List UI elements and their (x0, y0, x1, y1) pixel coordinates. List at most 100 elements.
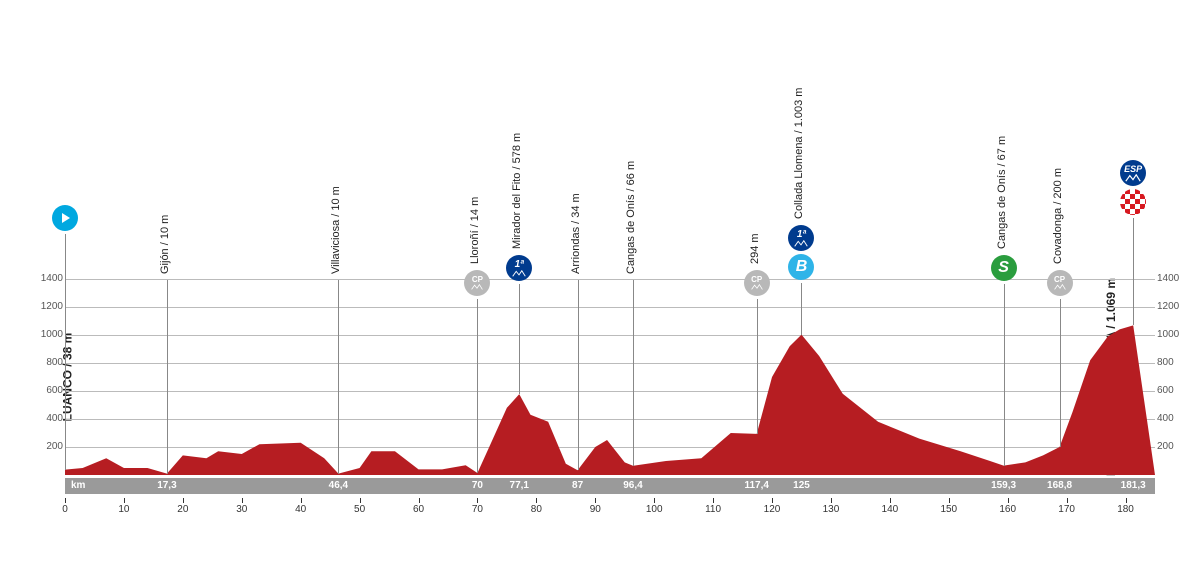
y-tick: 1200 (28, 301, 63, 312)
x-axis: 0102030405060708090100110120130140150160… (65, 498, 1155, 528)
bonus-icon: B (788, 254, 814, 280)
km-bar-mark: 70 (472, 480, 483, 491)
waypoint-line (167, 280, 168, 474)
y-tick: 1400 (28, 273, 63, 284)
waypoint-line (1133, 218, 1134, 325)
x-tick: 120 (764, 504, 781, 515)
x-tick: 160 (999, 504, 1016, 515)
waypoint-sprint: SCangas de Onís / 67 m (991, 255, 1017, 281)
waypoint-line (1060, 299, 1061, 447)
x-tick: 180 (1117, 504, 1134, 515)
cp-icon: CP (1047, 270, 1073, 296)
waypoint-line (757, 299, 758, 434)
waypoint-line (65, 234, 66, 470)
cp-icon: CP (744, 270, 770, 296)
sprint-icon: S (991, 255, 1017, 281)
x-tick-mark (1126, 498, 1127, 503)
x-tick: 80 (531, 504, 542, 515)
waypoint-cp: CPCovadonga / 200 m (1047, 270, 1073, 296)
esp-icon: ESP (1120, 160, 1146, 186)
x-tick-mark (183, 498, 184, 503)
waypoint-line (519, 284, 520, 394)
x-tick: 40 (295, 504, 306, 515)
y-axis-right: 200400600800100012001400 (1155, 265, 1195, 475)
x-tick: 10 (118, 504, 129, 515)
x-tick: 130 (823, 504, 840, 515)
x-tick: 170 (1058, 504, 1075, 515)
y-tick: 800 (1157, 357, 1192, 368)
x-tick-mark (242, 498, 243, 503)
start-icon (52, 205, 78, 231)
x-tick-mark (477, 498, 478, 503)
km-bar-mark: 77,1 (510, 480, 529, 491)
x-tick-mark (124, 498, 125, 503)
waypoint-finish: ESP (1120, 160, 1146, 215)
waypoint-line (1004, 284, 1005, 466)
y-tick: 200 (1157, 441, 1192, 452)
finish-icon (1120, 189, 1146, 215)
km-bar-mark: 159,3 (991, 480, 1016, 491)
x-tick-mark (654, 498, 655, 503)
cp-icon: CP (464, 270, 490, 296)
y-tick: 400 (1157, 413, 1192, 424)
x-tick: 150 (940, 504, 957, 515)
km-bar-mark: 181,3 (1121, 480, 1146, 491)
waypoint-label: Cangas de Onís / 66 m (625, 161, 637, 274)
waypoint-line (338, 280, 339, 474)
cat1-icon: 1ª (506, 255, 532, 281)
x-tick: 90 (590, 504, 601, 515)
y-tick: 800 (28, 357, 63, 368)
x-tick-mark (831, 498, 832, 503)
x-tick-mark (595, 498, 596, 503)
waypoint-cp: CPLloroñí / 14 m (464, 270, 490, 296)
x-tick: 50 (354, 504, 365, 515)
x-tick-mark (1067, 498, 1068, 503)
y-tick: 600 (1157, 385, 1192, 396)
y-axis-left: 200400600800100012001400 (25, 265, 65, 475)
y-tick: 400 (28, 413, 63, 424)
x-tick: 100 (646, 504, 663, 515)
x-tick: 140 (882, 504, 899, 515)
waypoint-label: Gijón / 10 m (159, 215, 171, 274)
km-bar-mark: 125 (793, 480, 810, 491)
km-bar-mark: 46,4 (329, 480, 348, 491)
km-bar-mark: 117,4 (744, 480, 768, 491)
x-tick: 60 (413, 504, 424, 515)
x-tick-mark (301, 498, 302, 503)
waypoint-cp: CP294 m (744, 270, 770, 296)
x-tick: 0 (62, 504, 68, 515)
x-tick-mark (1008, 498, 1009, 503)
waypoint-line (578, 280, 579, 470)
y-tick: 1400 (1157, 273, 1192, 284)
km-bar-mark: 87 (572, 480, 583, 491)
waypoint-start (52, 205, 78, 231)
waypoint-cat1bonus: 1ªBCollada Llomena / 1.003 m (788, 225, 814, 280)
waypoint-line (633, 280, 634, 466)
km-bar-mark: 96,4 (623, 480, 642, 491)
waypoint-line (801, 283, 802, 335)
waypoint-label: 294 m (749, 233, 761, 264)
waypoint-label: Collada Llomena / 1.003 m (793, 88, 805, 219)
x-tick: 30 (236, 504, 247, 515)
waypoint-label: Cangas de Onís / 67 m (996, 136, 1008, 249)
y-tick: 200 (28, 441, 63, 452)
y-tick: 1000 (1157, 329, 1192, 340)
km-bar-label: km (71, 480, 85, 491)
waypoint-label: Covadonga / 200 m (1052, 168, 1064, 264)
x-tick-mark (772, 498, 773, 503)
waypoint-label: Lloroñí / 14 m (469, 197, 481, 264)
y-tick: 1000 (28, 329, 63, 340)
x-tick-mark (419, 498, 420, 503)
km-bar: km 17,3 46,4 70 77,1 87 96,4 117,4 125 159,3 168,… (65, 478, 1155, 494)
cat1-icon: 1ª (788, 225, 814, 251)
waypoint-label: Mirador del Fito / 578 m (511, 133, 523, 249)
x-tick: 70 (472, 504, 483, 515)
x-tick-mark (360, 498, 361, 503)
km-bar-mark: 17,3 (157, 480, 176, 491)
elevation-profile (65, 265, 1155, 475)
plot-area (65, 265, 1155, 475)
x-tick-mark (536, 498, 537, 503)
km-bar-mark: 168,8 (1047, 480, 1072, 491)
waypoint-label: Arriondas / 34 m (570, 193, 582, 274)
waypoint-label: Villaviciosa / 10 m (330, 186, 342, 274)
